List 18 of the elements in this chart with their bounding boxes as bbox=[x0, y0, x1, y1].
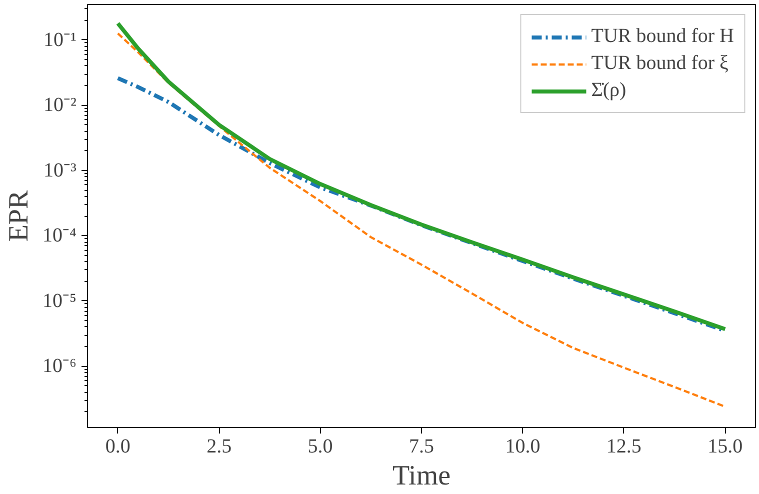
x-tick-label: 15.0 bbox=[708, 436, 743, 458]
x-axis-title: Time bbox=[392, 460, 451, 492]
x-tick-label: 0.0 bbox=[105, 436, 130, 458]
y-tick-label: 10⁻⁵ bbox=[42, 290, 77, 312]
y-tick-label: 10⁻³ bbox=[44, 159, 77, 182]
legend-label: TUR bound for H bbox=[591, 25, 734, 48]
y-axis-title: EPR bbox=[4, 190, 35, 242]
y-tick-label: 10⁻⁴ bbox=[42, 224, 77, 247]
y-tick-label: 10⁻¹ bbox=[44, 28, 77, 51]
y-tick-label: 10⁻² bbox=[44, 94, 77, 116]
y-tick-label: 10⁻⁶ bbox=[42, 355, 77, 378]
legend-label: Σ̇(ρ) bbox=[591, 79, 626, 102]
legend-label: TUR bound for ξ bbox=[591, 52, 728, 75]
x-tick-label: 7.5 bbox=[409, 436, 434, 458]
x-tick-label: 5.0 bbox=[308, 436, 333, 458]
x-tick-label: 10.0 bbox=[505, 436, 540, 458]
x-tick-label: 2.5 bbox=[206, 436, 232, 458]
x-tick-label: 12.5 bbox=[606, 436, 642, 458]
